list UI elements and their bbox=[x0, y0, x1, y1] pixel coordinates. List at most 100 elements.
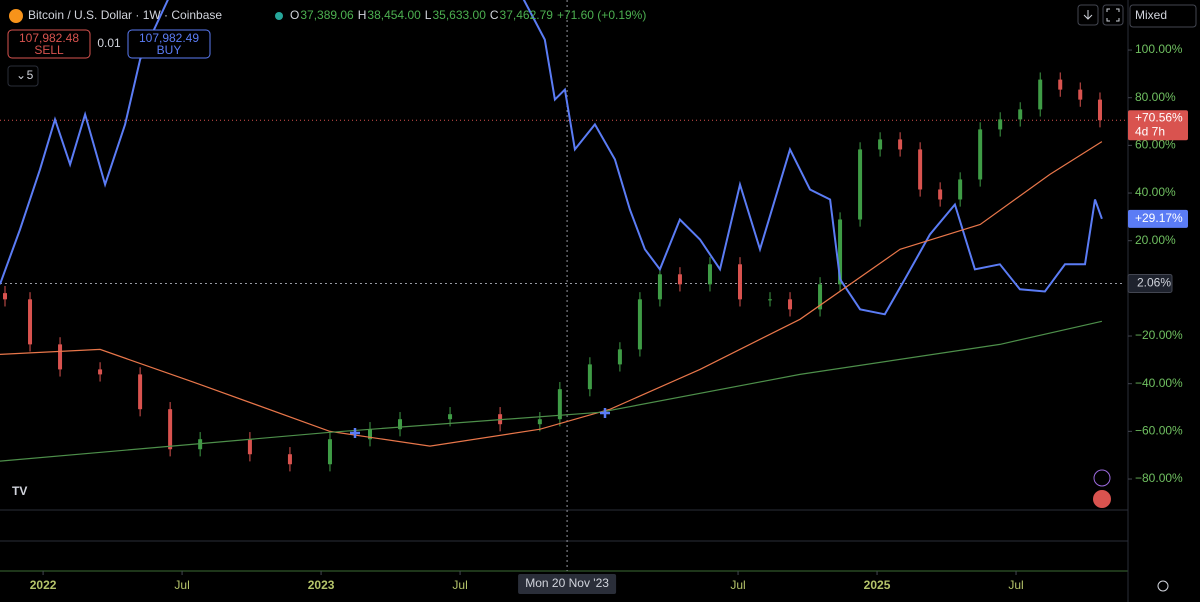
y-tick-label: 80.00% bbox=[1135, 90, 1176, 104]
y-tick-label: 40.00% bbox=[1135, 185, 1176, 199]
candle-body bbox=[677, 274, 682, 285]
flash-icon[interactable] bbox=[1093, 469, 1111, 487]
candle-body bbox=[3, 293, 8, 300]
symbol-icon bbox=[9, 9, 23, 23]
crosshair-x-tag bbox=[518, 574, 617, 594]
candle-body bbox=[617, 349, 622, 365]
fullscreen-icon bbox=[1106, 8, 1120, 22]
candle-body bbox=[247, 439, 252, 455]
candle-body bbox=[938, 189, 943, 200]
ohlc-change: +71.60 (+0.19%) bbox=[557, 8, 646, 22]
candle-body bbox=[998, 119, 1003, 130]
y-tick-label: 100.00% bbox=[1135, 42, 1183, 56]
candle-body bbox=[838, 219, 843, 285]
scale-mode-button[interactable] bbox=[1129, 4, 1197, 28]
candle-body bbox=[537, 419, 542, 425]
candle-body bbox=[898, 139, 903, 150]
candle-body bbox=[138, 374, 143, 410]
candle-body bbox=[707, 264, 712, 285]
indicators-toggle[interactable] bbox=[7, 65, 39, 87]
candle-body bbox=[818, 284, 823, 310]
x-tick-label: 2025 bbox=[864, 578, 891, 592]
sell-button[interactable] bbox=[7, 29, 91, 59]
candle-body bbox=[788, 299, 793, 310]
chevron: ⌄ bbox=[16, 68, 26, 82]
ohlc-value: 37,389.06 bbox=[300, 8, 354, 22]
candle-body bbox=[367, 429, 372, 440]
x-tick-label: Jul bbox=[730, 578, 745, 592]
ohlc-value: 37,462.79 bbox=[500, 8, 554, 22]
plot-area bbox=[0, 0, 1125, 510]
candle-body bbox=[168, 409, 173, 450]
candle-body bbox=[287, 454, 292, 465]
candle-body bbox=[398, 419, 403, 430]
sell-label: SELL bbox=[34, 43, 64, 57]
spread: 0.01 bbox=[97, 36, 121, 50]
candle-body bbox=[858, 149, 863, 220]
last-price-tag bbox=[1128, 110, 1188, 141]
settings-icon[interactable] bbox=[1157, 580, 1169, 592]
sell-price: 107,982.48 bbox=[19, 31, 79, 45]
compare-price-label: +29.17% bbox=[1135, 211, 1183, 225]
candle-body bbox=[768, 299, 773, 301]
buy-label: BUY bbox=[157, 43, 182, 57]
line-series bbox=[0, 141, 1103, 447]
candle-body bbox=[327, 439, 332, 465]
crosshair-x-label: Mon 20 Nov '23 bbox=[525, 576, 609, 590]
ohlc-value: 35,633.00 bbox=[432, 8, 486, 22]
ohlc-key: H bbox=[358, 8, 367, 22]
fullscreen-button[interactable] bbox=[1102, 4, 1124, 26]
cross-marker bbox=[600, 408, 610, 418]
y-tick-label: 20.00% bbox=[1135, 233, 1176, 247]
y-tick-label: −60.00% bbox=[1135, 424, 1183, 438]
candle-body bbox=[557, 389, 562, 420]
candle-body bbox=[1078, 89, 1083, 100]
candle-body bbox=[448, 414, 453, 420]
scale-mode: Mixed bbox=[1135, 8, 1167, 22]
ohlc-key: L bbox=[425, 8, 432, 22]
crosshair-y-tag bbox=[1127, 273, 1173, 293]
candle-body bbox=[978, 129, 983, 180]
candle-body bbox=[657, 274, 662, 300]
ohlc-key: O bbox=[290, 8, 299, 22]
buy-button[interactable] bbox=[127, 29, 211, 59]
indicators-count: 5 bbox=[27, 68, 34, 82]
candle-body bbox=[58, 344, 63, 370]
x-tick-label: 2023 bbox=[308, 578, 335, 592]
candle-body bbox=[737, 264, 742, 300]
ohlc-key: C bbox=[490, 8, 499, 22]
x-tick-label: Jul bbox=[1008, 578, 1023, 592]
candle-body bbox=[1018, 109, 1023, 120]
candle-body bbox=[1058, 79, 1063, 90]
candle-body bbox=[878, 139, 883, 150]
ohlc: O 37,389.06 H 38,454.00 L 35,633.00 C 37,462.79… bbox=[290, 8, 646, 22]
buy-price: 107,982.49 bbox=[139, 31, 199, 45]
candle-body bbox=[1038, 79, 1043, 110]
market-status bbox=[275, 12, 283, 20]
us-flag-icon[interactable] bbox=[1093, 490, 1111, 508]
candle-body bbox=[587, 364, 592, 390]
candle-body bbox=[958, 179, 963, 200]
axes: 100.00% 80.00% 60.00% 40.00% 20.00% −20.00% −4… bbox=[30, 42, 1188, 594]
last-price-label: +70.56% bbox=[1135, 110, 1183, 124]
x-tick-label: 2022 bbox=[30, 578, 57, 592]
candle-body bbox=[637, 299, 642, 350]
compare-price-tag bbox=[1128, 209, 1188, 228]
y-tick-label: −20.00% bbox=[1135, 328, 1183, 342]
y-tick-label: 60.00% bbox=[1135, 138, 1176, 152]
countdown-label: 4d 7h bbox=[1135, 124, 1165, 138]
line-series bbox=[0, 320, 1103, 462]
download-icon bbox=[1083, 10, 1093, 20]
tv-logo: TV bbox=[12, 484, 27, 498]
cross-marker bbox=[350, 428, 360, 438]
candle-body bbox=[918, 149, 923, 190]
symbol-title[interactable]: Bitcoin / U.S. Dollar · 1W · Coinbase bbox=[28, 8, 222, 22]
x-tick-label: Jul bbox=[452, 578, 467, 592]
line-series bbox=[0, 0, 1103, 316]
x-tick-label: Jul bbox=[174, 578, 189, 592]
y-tick-label: −40.00% bbox=[1135, 376, 1183, 390]
ohlc-value: 38,454.00 bbox=[367, 8, 421, 22]
